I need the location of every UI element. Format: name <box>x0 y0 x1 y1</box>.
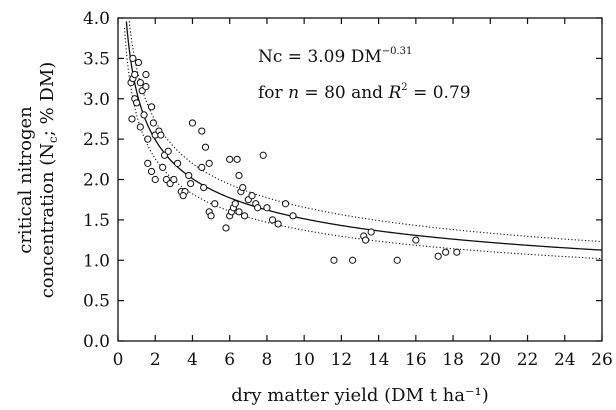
data-point <box>248 192 256 200</box>
data-point <box>226 155 234 163</box>
x-tick-label: 22 <box>517 350 539 370</box>
data-point <box>235 208 243 216</box>
data-point <box>198 163 206 171</box>
x-tick-label: 8 <box>262 350 273 370</box>
y-tick-label: 4.0 <box>83 9 110 29</box>
data-point <box>330 256 338 264</box>
data-point <box>136 123 144 131</box>
data-point <box>151 175 159 184</box>
axis-ticks: 0 2 4 6 8 10 12 14 16 18 20 22 24 260.00.51.01.52.02.… <box>83 9 613 370</box>
data-point <box>281 200 290 208</box>
data-point <box>157 131 165 139</box>
data-point <box>259 151 267 159</box>
fit-curve-bound-1 <box>128 21 603 243</box>
data-point <box>173 159 182 167</box>
data-point <box>144 159 152 167</box>
data-point <box>134 58 143 67</box>
data-point <box>240 212 249 220</box>
data-point <box>144 135 152 143</box>
data-point <box>233 155 241 163</box>
data-point <box>200 183 208 192</box>
x-tick-label: 24 <box>554 350 576 370</box>
y-tick-label: 1.0 <box>83 251 110 271</box>
data-point <box>254 204 262 212</box>
x-tick-label: 12 <box>331 350 353 370</box>
data-point <box>142 70 150 79</box>
data-point <box>393 256 401 264</box>
data-point <box>434 252 442 260</box>
data-point <box>159 163 167 171</box>
data-point <box>140 111 148 119</box>
x-tick-label: 6 <box>224 350 235 370</box>
data-point <box>222 224 230 232</box>
x-tick-label: 20 <box>479 350 501 370</box>
data-point <box>149 119 157 127</box>
data-point <box>142 83 150 91</box>
data-point <box>131 70 139 79</box>
data-point <box>205 159 213 167</box>
data-point <box>361 236 370 244</box>
data-point <box>198 127 206 135</box>
x-tick-label: 0 <box>113 350 124 370</box>
data-point <box>442 248 450 256</box>
data-point <box>201 143 210 151</box>
data-point <box>235 171 243 180</box>
y-tick-label: 2.5 <box>83 130 110 150</box>
y-tick-label: 2.0 <box>83 171 110 191</box>
y-tick-label: 3.5 <box>83 49 110 69</box>
y-tick-label: 1.5 <box>83 211 110 231</box>
data-point <box>179 192 187 200</box>
x-axis-label: dry matter yield (DM t ha⁻¹) <box>231 385 488 406</box>
x-tick-label: 10 <box>293 350 315 370</box>
x-tick-label: 4 <box>187 350 198 370</box>
data-point <box>348 256 357 264</box>
y-tick-label: 0.5 <box>83 292 110 312</box>
data-point <box>231 200 239 208</box>
stats-annotation: for n = 80 and R2 = 0.79 <box>258 82 471 103</box>
data-point <box>412 236 420 244</box>
data-point <box>147 103 156 111</box>
data-point <box>170 175 178 184</box>
data-point <box>187 179 195 188</box>
y-axis-label-line2: concentration (Nc; % DM) <box>37 62 60 299</box>
y-tick-label: 3.0 <box>83 90 110 110</box>
x-tick-label: 2 <box>150 350 161 370</box>
data-point <box>164 147 172 155</box>
x-tick-label: 18 <box>442 350 464 370</box>
data-point <box>239 183 247 192</box>
data-point <box>129 54 137 62</box>
data-point <box>274 220 282 228</box>
data-point <box>263 204 271 212</box>
fit-curve-bound-2 <box>123 27 603 260</box>
data-point <box>453 248 461 256</box>
data-point <box>128 115 136 123</box>
data-point <box>207 212 215 220</box>
equation-annotation: Nc = 3.09 DM−0.31 <box>258 46 412 67</box>
y-axis-label-line1: critical nitrogen <box>15 106 36 254</box>
x-tick-label: 26 <box>591 350 613 370</box>
data-point <box>268 216 277 224</box>
x-tick-label: 16 <box>405 350 427 370</box>
data-point <box>367 228 375 236</box>
data-point <box>185 171 193 180</box>
data-point <box>133 99 141 107</box>
y-tick-label: 0.0 <box>83 332 110 352</box>
data-point <box>147 167 156 176</box>
data-point <box>211 200 219 208</box>
y-axis-label: critical nitrogen concentration (Nc; % D… <box>15 62 60 299</box>
data-point <box>136 79 144 87</box>
x-tick-label: 14 <box>368 350 390 370</box>
data-point <box>188 119 197 127</box>
data-point <box>289 212 297 220</box>
data-points <box>127 54 461 264</box>
